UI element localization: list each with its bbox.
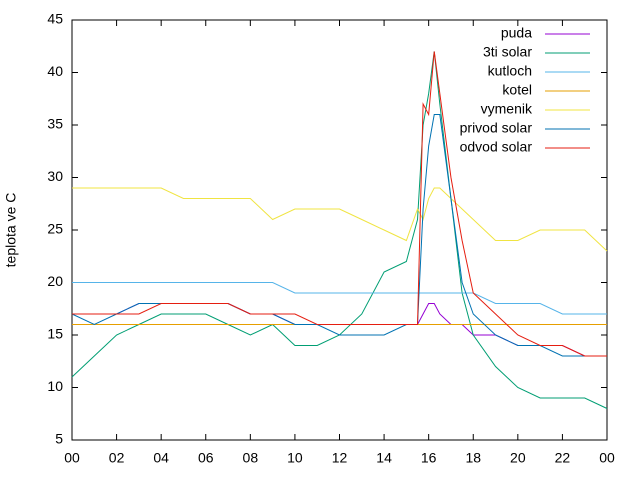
y-tick-label: 15 xyxy=(47,326,63,342)
legend-label: kutloch xyxy=(488,63,532,79)
series-line xyxy=(72,51,607,357)
x-tick-label: 14 xyxy=(376,450,392,466)
y-tick-label: 30 xyxy=(47,168,63,184)
x-tick-label: 08 xyxy=(243,450,259,466)
series-line xyxy=(72,303,607,357)
y-tick-label: 40 xyxy=(47,63,63,79)
legend-label: privod solar xyxy=(460,120,533,136)
y-tick-label: 45 xyxy=(47,11,63,27)
x-tick-label: 04 xyxy=(153,450,169,466)
legend-label: 3ti solar xyxy=(483,44,532,60)
x-tick-label: 10 xyxy=(287,450,303,466)
legend-label: puda xyxy=(501,25,532,41)
x-tick-label: 06 xyxy=(198,450,214,466)
legend-label: kotel xyxy=(502,82,532,98)
y-tick-label: 10 xyxy=(47,378,63,394)
series-line xyxy=(71,51,608,409)
series-line xyxy=(72,187,608,252)
y-tick-label: 20 xyxy=(47,273,63,289)
x-tick-label: 22 xyxy=(555,450,571,466)
x-tick-label: 02 xyxy=(109,450,125,466)
legend-label: odvod solar xyxy=(460,139,533,155)
x-tick-label: 12 xyxy=(332,450,348,466)
series-line xyxy=(72,282,607,315)
x-tick-label: 20 xyxy=(510,450,526,466)
y-tick-label: 25 xyxy=(47,221,63,237)
legend-label: vymenik xyxy=(481,101,533,117)
x-tick-label: 00 xyxy=(64,450,80,466)
x-tick-label: 00 xyxy=(599,450,615,466)
x-tick-label: 18 xyxy=(465,450,481,466)
y-tick-label: 35 xyxy=(47,116,63,132)
x-tick-label: 16 xyxy=(421,450,437,466)
y-axis-label: teplota ve C xyxy=(3,193,19,268)
y-tick-label: 5 xyxy=(55,431,63,447)
